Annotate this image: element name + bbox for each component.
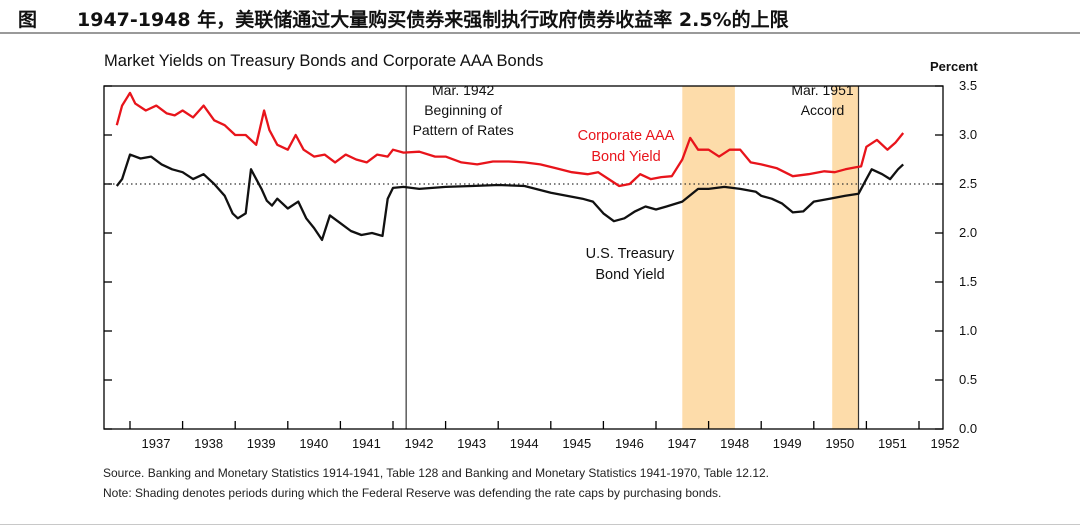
y-axis: 0.0 0.5 1.0 1.5 2.0 2.5 3.0 3.5 bbox=[104, 78, 977, 436]
corporate-aaa-line bbox=[115, 91, 905, 188]
x-tick-label-7: 1944 bbox=[510, 436, 539, 451]
event-label-2-line-1: Mar. 1951 bbox=[791, 82, 853, 98]
x-tick-label-15: 1952 bbox=[931, 436, 960, 451]
event-label-1-line-1: Mar. 1942 bbox=[432, 82, 494, 98]
bottom-divider bbox=[0, 524, 1080, 525]
y-tick-label-6: 3.0 bbox=[959, 127, 977, 142]
x-axis: 1937 1938 1939 1940 1941 1942 1943 1944 1945 1946… bbox=[129, 421, 960, 451]
annotations: Mar. 1942 Beginning of Pattern of Rates Mar… bbox=[413, 82, 854, 283]
figure-title: 1947-1948 年，美联储通过大量购买债券来强制执行政府债券收益率 2.5%… bbox=[77, 9, 789, 31]
treasury-label-line-2: Bond Yield bbox=[595, 267, 664, 283]
top-divider bbox=[0, 32, 1080, 34]
x-tick-label-12: 1949 bbox=[773, 436, 802, 451]
y-tick-label-7: 3.5 bbox=[959, 78, 977, 93]
x-tick-label-6: 1943 bbox=[457, 436, 486, 451]
y-tick-label-4: 2.0 bbox=[959, 225, 977, 240]
y-axis-label: Percent bbox=[930, 59, 978, 74]
x-tick-label-8: 1945 bbox=[562, 436, 591, 451]
x-tick-label-4: 1941 bbox=[352, 436, 381, 451]
shading-note: Note: Shading denotes periods during whi… bbox=[103, 486, 722, 500]
x-tick-label-10: 1947 bbox=[668, 436, 697, 451]
x-tick-label-1: 1938 bbox=[194, 436, 223, 451]
x-tick-label-0: 1937 bbox=[142, 436, 171, 451]
event-label-1-line-2: Beginning of bbox=[424, 102, 502, 118]
y-tick-label-1: 0.5 bbox=[959, 372, 977, 387]
x-tick-label-14: 1951 bbox=[878, 436, 907, 451]
event-label-1-line-3: Pattern of Rates bbox=[413, 122, 514, 138]
x-tick-label-3: 1940 bbox=[299, 436, 328, 451]
treasury-label-line-1: U.S. Treasury bbox=[586, 246, 675, 262]
event-label-2-line-2: Accord bbox=[801, 102, 845, 118]
series-lines bbox=[115, 91, 905, 242]
event-lines bbox=[405, 86, 860, 429]
source-note: Source. Banking and Monetary Statistics … bbox=[103, 466, 769, 480]
figure-label: 图 bbox=[18, 9, 38, 31]
chart-notes: Source. Banking and Monetary Statistics … bbox=[103, 463, 769, 503]
figure-caption: 图 1947-1948 年，美联储通过大量购买债券来强制执行政府债券收益率 2.… bbox=[0, 0, 1080, 32]
corporate-aaa-label-line-1: Corporate AAA bbox=[578, 128, 675, 144]
plot-frame bbox=[103, 85, 944, 430]
yield-chart: 0.0 0.5 1.0 1.5 2.0 2.5 3.0 3.5 1937 1938 1939 194… bbox=[103, 52, 978, 451]
chart-title: Market Yields on Treasury Bonds and Corp… bbox=[104, 52, 543, 70]
x-tick-label-13: 1950 bbox=[825, 436, 854, 451]
shaded-periods bbox=[682, 86, 859, 429]
x-tick-label-2: 1939 bbox=[247, 436, 276, 451]
shaded-period-2 bbox=[832, 86, 859, 429]
y-tick-label-0: 0.0 bbox=[959, 421, 977, 436]
y-tick-label-2: 1.0 bbox=[959, 323, 977, 338]
treasury-line bbox=[115, 153, 904, 242]
shaded-period-1 bbox=[682, 86, 735, 429]
y-tick-label-5: 2.5 bbox=[959, 176, 977, 191]
x-tick-label-11: 1948 bbox=[720, 436, 749, 451]
y-tick-label-3: 1.5 bbox=[959, 274, 977, 289]
x-tick-label-9: 1946 bbox=[615, 436, 644, 451]
corporate-aaa-label-line-2: Bond Yield bbox=[591, 149, 660, 165]
x-tick-label-5: 1942 bbox=[405, 436, 434, 451]
